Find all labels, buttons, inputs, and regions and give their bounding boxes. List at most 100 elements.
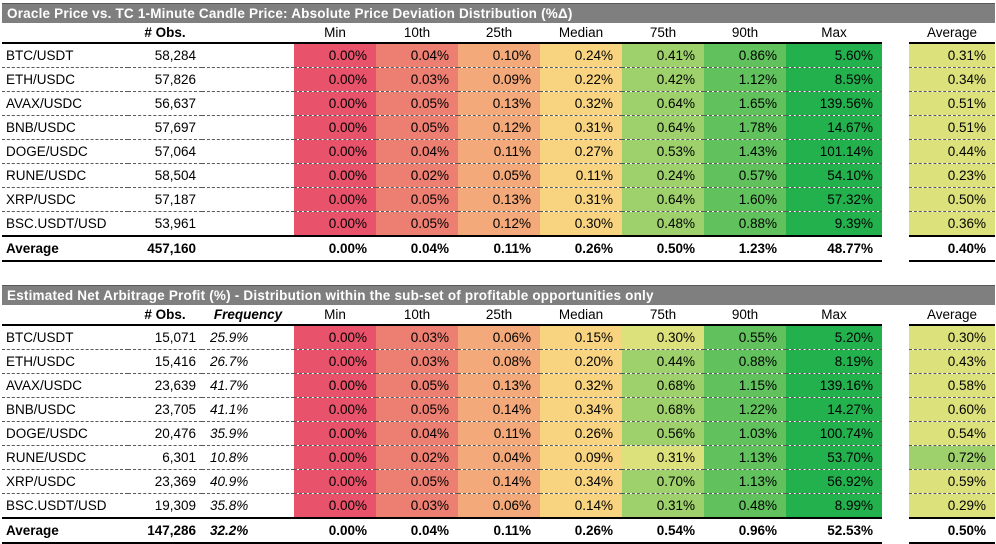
column-gap [882, 43, 909, 68]
percentile-cell: 0.26% [540, 235, 622, 262]
data-row: DOGE/USDC 57,064 0.00% 0.04% 0.11% 0.27% 0.53%… [2, 139, 995, 164]
percentile-cell: 5.20% [786, 325, 882, 350]
freq-value [202, 211, 294, 237]
percentile-cell: 0.05% [458, 163, 540, 188]
column-gap [882, 349, 909, 374]
percentile-cell: 0.05% [376, 373, 458, 398]
freq-value: 41.7% [202, 373, 294, 398]
percentile-cell: 0.05% [376, 91, 458, 116]
percentile-cell: 0.22% [540, 67, 622, 92]
max-header: Max [786, 305, 882, 326]
pair-label: BTC/USDT [2, 43, 128, 68]
percentile-cell: 0.24% [622, 163, 704, 188]
percentile-cell: 0.70% [622, 469, 704, 494]
average-cell: 0.72% [909, 445, 995, 470]
freq-value: 41.1% [202, 397, 294, 422]
percentile-cell: 0.96% [704, 517, 786, 544]
obs-value: 19,309 [128, 493, 202, 519]
freq-value: 26.7% [202, 349, 294, 374]
percentile-cell: 0.05% [376, 397, 458, 422]
pair-label: DOGE/USDC [2, 139, 128, 164]
column-gap [882, 373, 909, 398]
percentile-cell: 0.12% [458, 211, 540, 237]
header-row: # Obs. Min 10th 25th Median 75th 90th Ma… [2, 23, 995, 44]
obs-value: 457,160 [128, 235, 202, 262]
data-row: XRP/USDC 57,187 0.00% 0.05% 0.13% 0.31% 0.64% 1… [2, 187, 995, 212]
obs-value: 147,286 [128, 517, 202, 544]
percentile-cell: 0.68% [622, 397, 704, 422]
obs-value: 53,961 [128, 211, 202, 237]
percentile-cell: 0.57% [704, 163, 786, 188]
percentile-cell: 0.13% [458, 91, 540, 116]
percentile-cell: 0.48% [704, 493, 786, 519]
percentile-cell: 56.92% [786, 469, 882, 494]
percentile-cell: 0.00% [294, 187, 376, 212]
percentile-cell: 139.56% [786, 91, 882, 116]
obs-header: # Obs. [128, 23, 202, 44]
percentile-cell: 1.65% [704, 91, 786, 116]
freq-header [202, 23, 294, 44]
obs-value: 23,705 [128, 397, 202, 422]
percentile-cell: 0.11% [458, 421, 540, 446]
percentile-cell: 0.03% [376, 493, 458, 519]
p25-header: 25th [458, 305, 540, 326]
section-spacer [2, 262, 995, 285]
percentile-cell: 0.03% [376, 349, 458, 374]
percentile-cell: 0.64% [622, 187, 704, 212]
average-cell: 0.59% [909, 469, 995, 494]
median-header: Median [540, 23, 622, 44]
average-cell: 0.36% [909, 211, 995, 237]
percentile-cell: 0.53% [622, 139, 704, 164]
obs-value: 58,284 [128, 43, 202, 68]
data-row: AVAX/USDC 56,637 0.00% 0.05% 0.13% 0.32% 0.64%… [2, 91, 995, 116]
p75-header: 75th [622, 305, 704, 326]
percentile-cell: 0.00% [294, 397, 376, 422]
percentile-cell: 0.00% [294, 373, 376, 398]
percentile-cell: 0.05% [376, 211, 458, 237]
column-gap [882, 397, 909, 422]
obs-value: 15,416 [128, 349, 202, 374]
pair-label: XRP/USDC [2, 469, 128, 494]
data-row: RUNE/USDC 58,504 0.00% 0.02% 0.05% 0.11% 0.24%… [2, 163, 995, 188]
min-header: Min [294, 23, 376, 44]
percentile-cell: 0.06% [458, 325, 540, 350]
average-cell: 0.30% [909, 325, 995, 350]
percentile-cell: 0.42% [622, 67, 704, 92]
obs-header: # Obs. [128, 305, 202, 326]
percentile-cell: 0.00% [294, 493, 376, 519]
data-row: DOGE/USDC 20,476 35.9% 0.00% 0.04% 0.11% 0.26%… [2, 421, 995, 446]
pair-label: BTC/USDT [2, 325, 128, 350]
pair-label: Average [2, 235, 128, 262]
average-cell: 0.50% [909, 517, 995, 544]
column-gap [882, 67, 909, 92]
data-row: ETH/USDC 57,826 0.00% 0.03% 0.09% 0.22% 0.42% 1… [2, 67, 995, 92]
pair-label: DOGE/USDC [2, 421, 128, 446]
pair-label: ETH/USDC [2, 67, 128, 92]
percentile-cell: 0.88% [704, 211, 786, 237]
percentile-cell: 8.59% [786, 67, 882, 92]
average-cell: 0.44% [909, 139, 995, 164]
obs-value: 57,187 [128, 187, 202, 212]
percentile-cell: 0.12% [458, 115, 540, 140]
percentile-cell: 0.68% [622, 373, 704, 398]
column-gap [882, 469, 909, 494]
percentile-cell: 14.27% [786, 397, 882, 422]
percentile-cell: 1.13% [704, 469, 786, 494]
p25-header: 25th [458, 23, 540, 44]
average-cell: 0.43% [909, 349, 995, 374]
percentile-cell: 0.41% [622, 43, 704, 68]
percentile-cell: 139.16% [786, 373, 882, 398]
percentile-cell: 0.00% [294, 421, 376, 446]
percentile-cell: 0.03% [376, 325, 458, 350]
p90-header: 90th [704, 23, 786, 44]
percentile-cell: 0.00% [294, 115, 376, 140]
percentile-cell: 0.00% [294, 67, 376, 92]
percentile-cell: 0.00% [294, 235, 376, 262]
percentile-cell: 0.24% [540, 43, 622, 68]
percentile-cell: 0.11% [458, 517, 540, 544]
average-header: Average [909, 23, 995, 44]
percentile-cell: 0.00% [294, 517, 376, 544]
average-header: Average [909, 305, 995, 326]
column-gap [882, 445, 909, 470]
data-row: ETH/USDC 15,416 26.7% 0.00% 0.03% 0.08% 0.20% 0… [2, 349, 995, 374]
